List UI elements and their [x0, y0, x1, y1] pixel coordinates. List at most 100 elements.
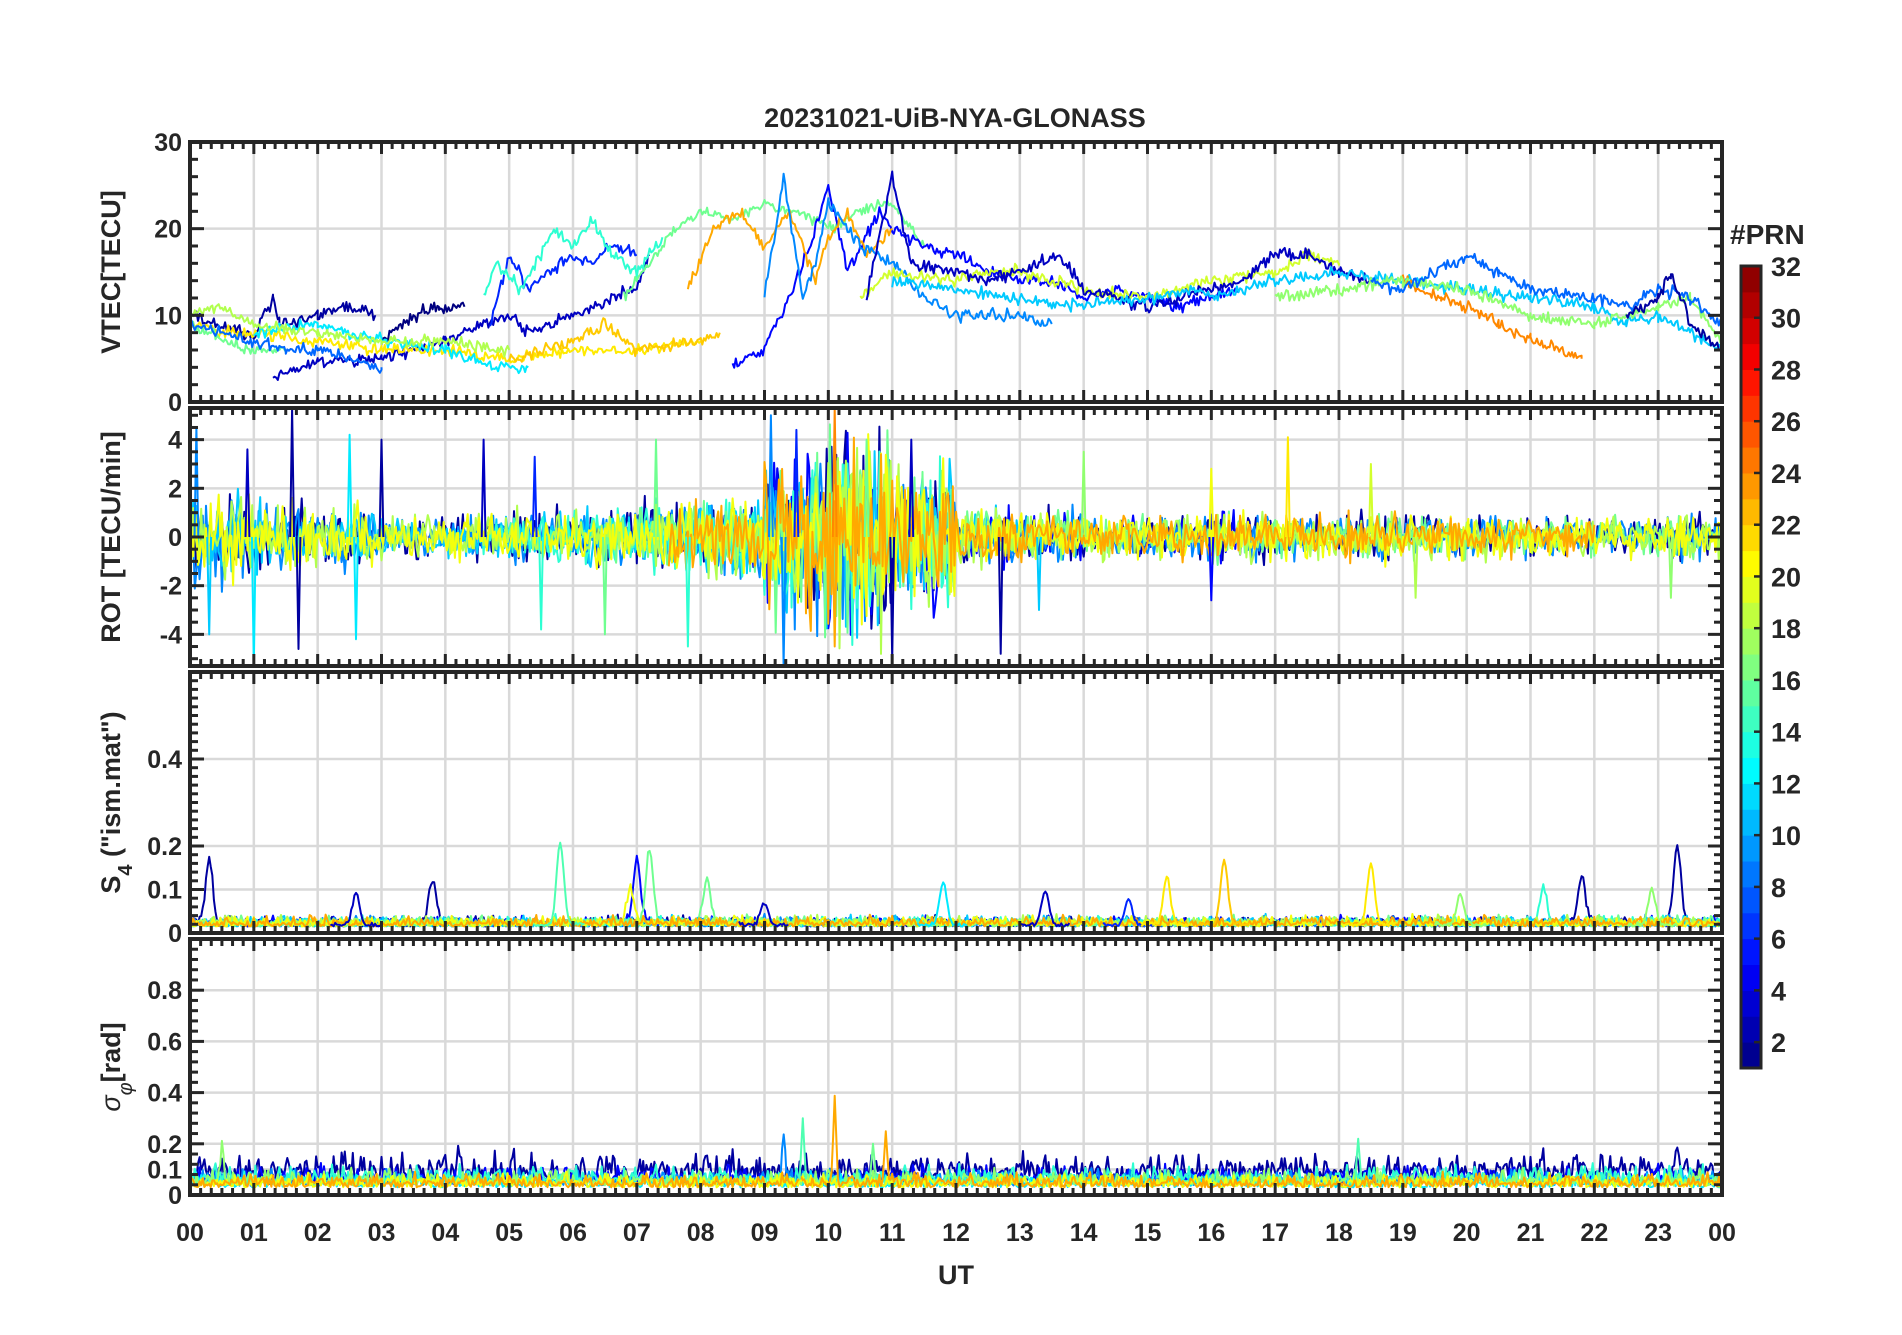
x-tick-label: 00 — [1708, 1219, 1736, 1247]
y-tick-label: 0.2 — [147, 833, 182, 861]
rot-spike-prn-20 — [1208, 467, 1215, 538]
vtec-series-prn-3 — [272, 253, 651, 381]
y-tick-label: 10 — [154, 302, 182, 330]
rot-spike-prn-17 — [1080, 450, 1087, 538]
x-tick-label: 16 — [1197, 1219, 1225, 1247]
y-tick-label: 0.4 — [147, 1080, 182, 1108]
y-axis-label: S4 ("ism.mat") — [96, 711, 137, 893]
colorbar-segment — [1741, 266, 1761, 293]
rot-spike-prn-21 — [1285, 436, 1291, 538]
vtec-series-prn-2 — [1625, 273, 1722, 354]
s4-peak-prn-21 — [1140, 875, 1192, 928]
colorbar-tick-label: 24 — [1771, 459, 1801, 489]
rot-spike-prn-18 — [1412, 536, 1419, 599]
y-tick-label: 0 — [168, 1182, 182, 1210]
colorbar-tick-label: 32 — [1771, 252, 1801, 282]
y-tick-label: 0 — [168, 389, 182, 417]
colorbar-tick-label: 10 — [1771, 821, 1801, 851]
x-tick-label: 10 — [814, 1219, 842, 1247]
y-tick-label: 0 — [168, 524, 182, 552]
colorbar-segment — [1741, 809, 1761, 836]
vtec-series-prn-22 — [508, 317, 721, 363]
y-tick-label: 0.8 — [147, 977, 182, 1005]
rot-spike-prn-6 — [793, 428, 800, 538]
y-tick-label: 20 — [154, 216, 182, 244]
colorbar-segment — [1741, 628, 1761, 655]
x-tick-label: 17 — [1261, 1219, 1289, 1247]
rot-spike-prn-16 — [602, 536, 608, 636]
rot-spike-prn-16 — [653, 438, 659, 538]
x-tick-label: 23 — [1644, 1219, 1672, 1247]
s4-peak-prn-17 — [1626, 886, 1679, 928]
rot-series-prn-23 — [667, 436, 1596, 632]
s4-peak-prn-3 — [330, 891, 382, 928]
s4-peak-prn-12 — [916, 881, 968, 928]
colorbar-title: #PRN — [1730, 219, 1805, 250]
colorbar-segment — [1741, 369, 1761, 396]
vtec-series-prn-8 — [190, 319, 383, 374]
x-tick-label: 06 — [559, 1219, 587, 1247]
colorbar-segment — [1741, 990, 1761, 1017]
rot-spike-prn-19 — [1368, 463, 1374, 538]
rot-spike-prn-3 — [480, 438, 487, 538]
colorbar-segment — [1741, 524, 1761, 552]
y-axis-label: VTEC[TECU] — [96, 190, 126, 354]
colorbar-tick-label: 26 — [1771, 407, 1801, 437]
rot-spike-prn-2 — [997, 536, 1004, 655]
colorbar-tick-label: 8 — [1771, 873, 1786, 903]
colorbar-segment — [1741, 679, 1761, 707]
rot-spike-prn-5 — [1208, 536, 1215, 602]
rot-spike-prn-12 — [353, 536, 359, 641]
x-tick-label: 14 — [1070, 1219, 1098, 1247]
y-tick-label: 0.4 — [147, 746, 182, 774]
rot-spike-prn-14 — [538, 536, 544, 631]
s4-peak-prn-15 — [534, 841, 585, 928]
y-tick-label: 4 — [168, 427, 182, 455]
sigma-peak-prn-15 — [798, 1117, 807, 1180]
x-tick-label: 07 — [623, 1219, 651, 1247]
colorbar-segment — [1741, 1042, 1761, 1069]
x-axis-label: UT — [938, 1260, 974, 1290]
x-tick-label: 01 — [240, 1219, 268, 1247]
y-label-rest: ("ism.mat") — [96, 711, 126, 864]
y-tick-label: 2 — [168, 475, 182, 503]
series-group — [190, 408, 1722, 666]
colorbar-tick-label: 14 — [1771, 718, 1801, 748]
colorbar-segment — [1741, 757, 1761, 784]
y-tick-label: 30 — [154, 129, 182, 157]
colorbar-tick-label: 16 — [1771, 666, 1801, 696]
colorbar-segment — [1741, 602, 1761, 629]
vtec-series-prn-6 — [489, 242, 638, 327]
rot-spike-prn-3 — [908, 438, 915, 538]
chart-title: 20231021-UiB-NYA-GLONASS — [764, 103, 1146, 133]
colorbar-segment — [1741, 317, 1761, 345]
colorbar-tick-label: 12 — [1771, 769, 1801, 799]
x-tick-label: 13 — [1006, 1219, 1034, 1247]
colorbar-segment — [1741, 654, 1761, 681]
colorbar-segment — [1741, 964, 1761, 991]
colorbar-tick-label: 30 — [1771, 304, 1801, 334]
s4-peak-prn-17 — [1433, 892, 1487, 928]
y-tick-label: 0.1 — [147, 877, 182, 905]
y-tick-label: -4 — [160, 621, 182, 649]
x-tick-label: 02 — [304, 1219, 332, 1247]
rot-spike-prn-2 — [295, 536, 302, 650]
rot-spike-prn-9 — [768, 414, 774, 538]
vtec-series-prn-11 — [891, 266, 1722, 352]
colorbar-segment — [1741, 1016, 1761, 1043]
vtec-series-prn-3 — [865, 170, 1372, 314]
x-tick-label: 20 — [1453, 1219, 1481, 1247]
y-axis-label: ROT [TECU/min] — [96, 431, 126, 642]
colorbar-tick-label: 28 — [1771, 355, 1801, 385]
x-tick-labels: 00 01 02 03 04 05 06 07 08 09 10 11 12 13 14 15 16 17 18 19… — [176, 1219, 1736, 1247]
x-tick-label: 18 — [1325, 1219, 1353, 1247]
y-label-main: S — [96, 876, 126, 894]
colorbar-border — [1739, 264, 1763, 1070]
x-tick-label: 21 — [1517, 1219, 1545, 1247]
panel-vtec: 0 10 20 30 VTEC[TECU] — [96, 129, 1724, 417]
colorbar-segment — [1741, 576, 1761, 603]
colorbar-segment — [1741, 731, 1761, 759]
colorbar-segment — [1741, 343, 1761, 370]
